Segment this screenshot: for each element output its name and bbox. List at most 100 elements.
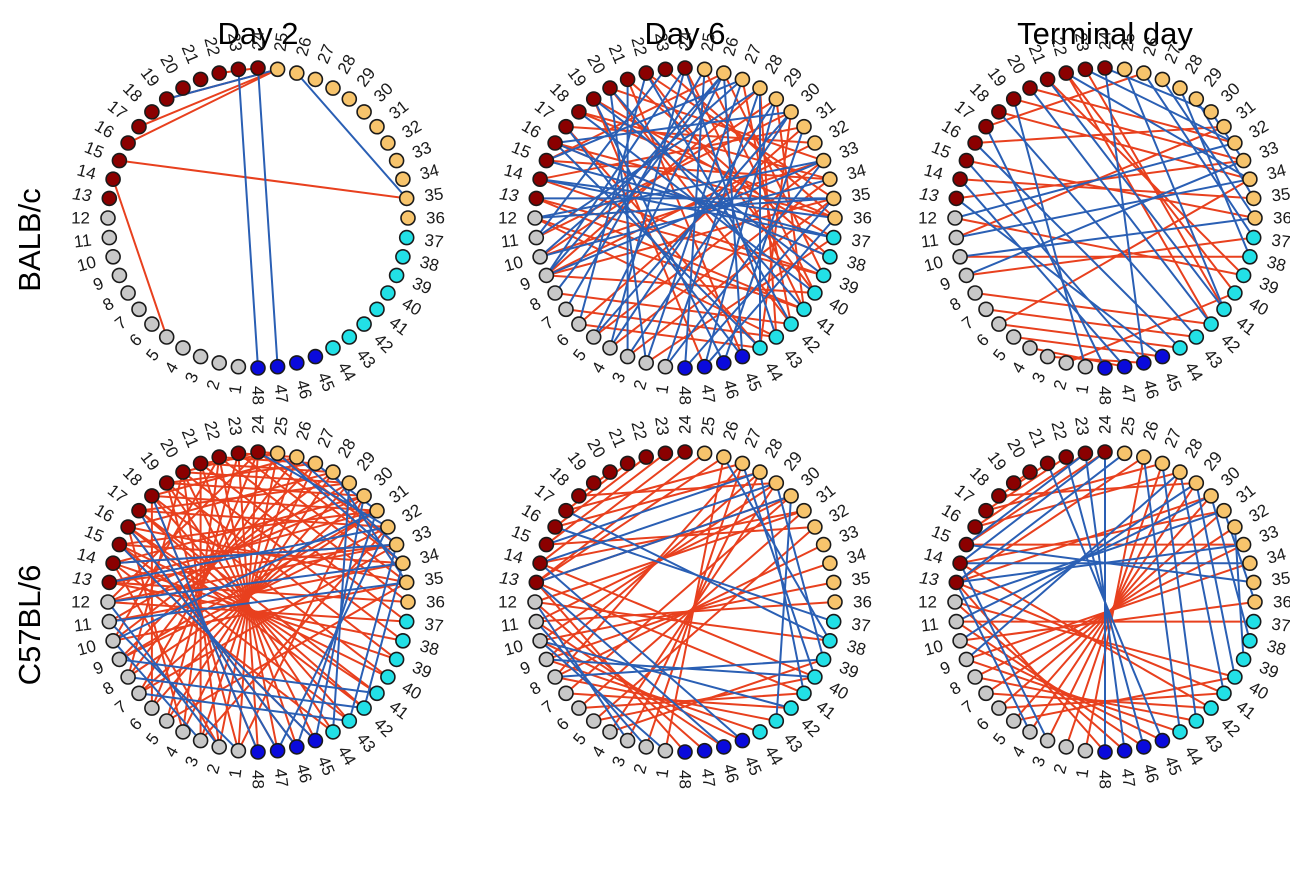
node-label-14: 14 <box>502 160 525 183</box>
node-24 <box>677 444 693 460</box>
blue-edge-23-48 <box>237 68 259 369</box>
node-1 <box>230 358 247 375</box>
node-28 <box>1172 80 1188 96</box>
node-label-25: 25 <box>697 31 718 52</box>
node-23 <box>230 445 247 462</box>
node-30 <box>1203 488 1219 504</box>
node-20 <box>1022 80 1038 96</box>
node-label-2: 2 <box>630 378 651 392</box>
node-44 <box>325 340 341 356</box>
node-label-1: 1 <box>1072 383 1092 395</box>
node-4 <box>1022 724 1038 740</box>
node-label-36: 36 <box>426 209 445 228</box>
node-label-45: 45 <box>314 754 339 779</box>
red-edge-5-40 <box>1012 676 1236 722</box>
node-label-48: 48 <box>676 770 695 789</box>
node-13 <box>101 574 118 591</box>
node-31 <box>1216 502 1232 519</box>
red-edge-6-34 <box>997 178 1251 326</box>
node-label-33: 33 <box>410 138 435 163</box>
node-14 <box>105 555 121 572</box>
node-30 <box>783 488 799 504</box>
node-label-24: 24 <box>676 31 695 50</box>
node-label-44: 44 <box>761 359 787 385</box>
node-label-5: 5 <box>989 346 1010 365</box>
node-label-21: 21 <box>605 42 630 67</box>
red-edge-8-42 <box>974 292 1213 326</box>
node-45 <box>1154 348 1171 365</box>
node-label-14: 14 <box>75 160 98 183</box>
node-41 <box>796 685 812 702</box>
blue-edge-45-26 <box>722 72 744 358</box>
node-4 <box>175 340 191 356</box>
node-label-21: 21 <box>1025 426 1050 451</box>
node-32 <box>1227 135 1243 151</box>
node-19 <box>158 91 175 107</box>
node-16 <box>547 135 563 151</box>
node-label-25: 25 <box>1117 415 1138 436</box>
node-37 <box>1245 613 1262 630</box>
blue-edge-30-33 <box>1210 110 1245 162</box>
blue-edge-33-9 <box>545 159 825 277</box>
node-label-10: 10 <box>502 252 525 275</box>
node-42 <box>356 316 372 332</box>
node-38 <box>1242 632 1258 649</box>
node-18 <box>144 488 160 504</box>
node-label-26: 26 <box>292 419 315 442</box>
node-17 <box>558 118 574 135</box>
blue-edge-9-28 <box>965 471 1181 661</box>
node-44 <box>325 724 341 740</box>
node-label-21: 21 <box>178 42 203 67</box>
node-41 <box>1216 685 1232 702</box>
node-12 <box>100 210 116 226</box>
node-9 <box>111 267 128 284</box>
node-label-11: 11 <box>500 230 520 251</box>
node-label-47: 47 <box>270 767 291 788</box>
node-label-15: 15 <box>509 138 534 163</box>
node-8 <box>547 285 563 301</box>
node-label-45: 45 <box>1161 370 1186 395</box>
node-label-26: 26 <box>1139 419 1162 442</box>
node-15 <box>538 152 555 169</box>
blue-edge-13-46 <box>535 581 725 748</box>
node-10 <box>105 632 121 649</box>
blue-edge-11-34 <box>955 178 1251 239</box>
node-label-9: 9 <box>937 274 953 295</box>
node-label-16: 16 <box>938 500 964 526</box>
node-9 <box>111 651 128 668</box>
node-25 <box>269 445 286 462</box>
red-edge-18-21 <box>997 462 1049 497</box>
node-14 <box>532 555 548 572</box>
node-label-2: 2 <box>1050 378 1071 392</box>
node-27 <box>734 71 751 88</box>
node-38 <box>395 632 411 649</box>
node-35 <box>1245 190 1262 207</box>
node-33 <box>815 152 832 169</box>
blue-edge-2-20 <box>609 87 648 364</box>
blue-edge-12-32 <box>954 142 1236 219</box>
node-label-47: 47 <box>697 383 718 404</box>
node-label-48: 48 <box>676 386 695 405</box>
blue-edge-24-46 <box>1104 67 1145 364</box>
node-32 <box>807 135 823 151</box>
node-47 <box>696 358 713 375</box>
node-17 <box>978 502 994 519</box>
node-label-44: 44 <box>761 743 787 769</box>
blue-edge-16-30 <box>554 110 793 144</box>
blue-edge-14-24 <box>959 451 1106 565</box>
node-10 <box>952 248 968 265</box>
blue-edge-12-3 <box>534 601 629 742</box>
node-42 <box>1203 316 1219 332</box>
node-30 <box>356 104 372 120</box>
node-18 <box>571 104 587 120</box>
node-label-46: 46 <box>1139 762 1162 785</box>
node-label-5: 5 <box>989 730 1010 749</box>
node-label-35: 35 <box>850 184 871 205</box>
node-11 <box>101 613 118 630</box>
node-48 <box>677 744 693 760</box>
node-label-23: 23 <box>1071 415 1092 436</box>
node-label-46: 46 <box>719 762 742 785</box>
node-label-13: 13 <box>71 184 93 205</box>
